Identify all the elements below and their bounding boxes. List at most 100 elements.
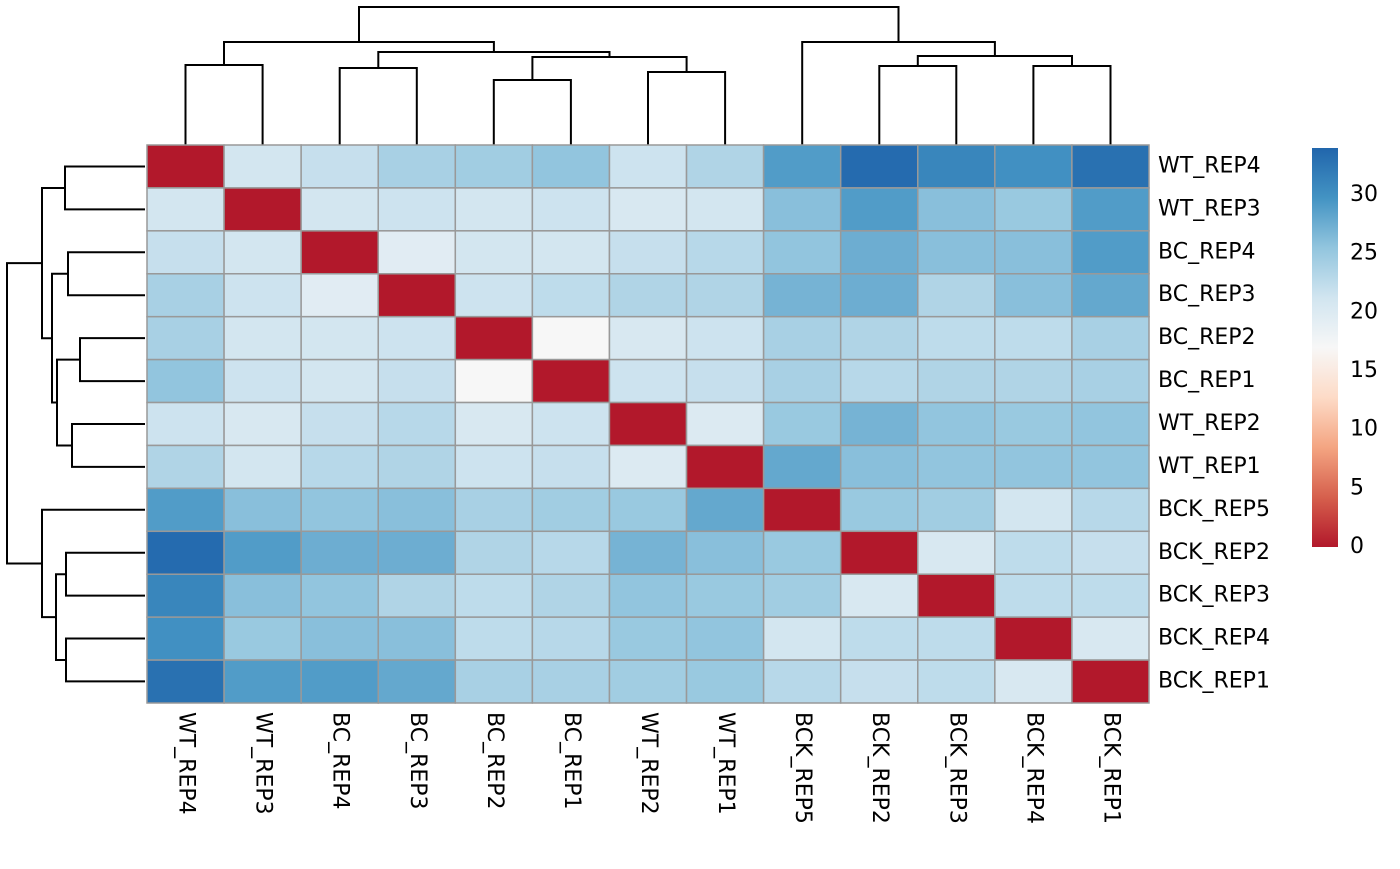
heatmap-cell [994,315,1073,361]
heatmap-cell [994,401,1073,447]
heatmap-cell [454,616,534,661]
heatmap-cell [994,144,1073,189]
heatmap-cell [146,273,225,318]
heatmap-cell [454,273,534,318]
heatmap-cell [994,444,1073,490]
color-bar-tick-label: 15 [1350,358,1378,383]
heatmap-cell [300,487,379,533]
row-label: BCK_REP2 [1158,540,1270,565]
heatmap-cell [223,358,302,404]
heatmap-cell [608,187,688,232]
row-label: WT_REP1 [1158,454,1261,479]
heatmap-cell [531,358,611,404]
heatmap-cell [762,401,842,447]
heatmap-cell [1071,487,1150,533]
heatmap-cell [608,144,688,189]
heatmap-cell [300,401,379,447]
heatmap-cell [1071,530,1150,575]
heatmap-cell [994,530,1073,575]
heatmap-cell [531,273,611,318]
heatmap-cell [454,144,534,189]
heatmap-cell [454,573,534,618]
heatmap-cell [685,573,765,618]
row-label: WT_REP2 [1158,411,1261,436]
heatmap-cell [377,616,457,661]
heatmap-cell [300,444,379,490]
heatmap-cell [300,659,379,704]
heatmap-cell [762,487,842,533]
heatmap-cell [608,444,688,490]
heatmap-cell [839,187,919,232]
heatmap-cell [762,315,842,361]
heatmap-cell [1071,616,1150,661]
heatmap-cell [223,401,302,447]
heatmap-cell [223,530,302,575]
heatmap-cell [454,659,534,704]
heatmap-cell [223,273,302,318]
heatmap-cell [454,401,534,447]
heatmap-cell [762,187,842,232]
heatmap-cell [300,573,379,618]
heatmap-cell [1071,444,1150,490]
heatmap-cell [917,187,996,232]
heatmap-cell [762,616,842,661]
heatmap-cell [608,401,688,447]
heatmap-cell [685,315,765,361]
heatmap-cell [762,444,842,490]
heatmap-cell [839,444,919,490]
heatmap-cell [377,144,457,189]
heatmap-cell [146,144,225,189]
heatmap-cell [917,487,996,533]
heatmap-cell [531,659,611,704]
heatmap-cell [377,273,457,318]
heatmap-cell [917,273,996,318]
heatmap-cell [762,230,842,275]
column-label: WT_REP1 [713,712,738,815]
heatmap-cell [1071,659,1150,704]
color-bar-tick-label: 0 [1350,534,1364,559]
heatmap-cell [300,358,379,404]
heatmap-cell [1071,358,1150,404]
column-label: BC_REP3 [405,712,430,810]
color-bar-tick-label: 20 [1350,299,1378,324]
heatmap-cell [608,358,688,404]
heatmap-cell [839,573,919,618]
row-label: BCK_REP5 [1158,497,1270,522]
heatmap-cell [377,401,457,447]
heatmap-cell [762,573,842,618]
heatmap-cell [531,401,611,447]
heatmap-cell [146,530,225,575]
heatmap-cell [839,358,919,404]
heatmap-cell [685,616,765,661]
heatmap-cell [762,144,842,189]
heatmap-cell [146,487,225,533]
heatmap-cell [839,659,919,704]
heatmap-cell [917,144,996,189]
color-bar-tick-label: 25 [1350,241,1378,266]
heatmap-cell [994,616,1073,661]
heatmap-cell [685,144,765,189]
heatmap-cell [762,530,842,575]
row-label: BCK_REP3 [1158,583,1270,608]
row-label: BCK_REP1 [1158,669,1270,694]
color-bar-tick-label: 10 [1350,417,1378,442]
heatmap-cell [146,230,225,275]
heatmap-cell [608,230,688,275]
color-bar-tick-label: 5 [1350,475,1364,500]
row-label: WT_REP4 [1158,153,1261,178]
heatmap-cell [377,487,457,533]
heatmap-cell [300,315,379,361]
heatmap-cell [608,573,688,618]
heatmap-cell [531,315,611,361]
heatmap-cell [917,315,996,361]
heatmap-cell [1071,401,1150,447]
heatmap-cell [762,273,842,318]
heatmap-cell [223,659,302,704]
heatmap-cell [685,659,765,704]
color-bar-tick-label: 30 [1350,182,1378,207]
heatmap-cell [454,315,534,361]
row-label: BCK_REP4 [1158,626,1270,651]
row-label: BC_REP1 [1158,368,1256,393]
heatmap-cell [531,144,611,189]
column-dendrogram [184,6,1112,145]
